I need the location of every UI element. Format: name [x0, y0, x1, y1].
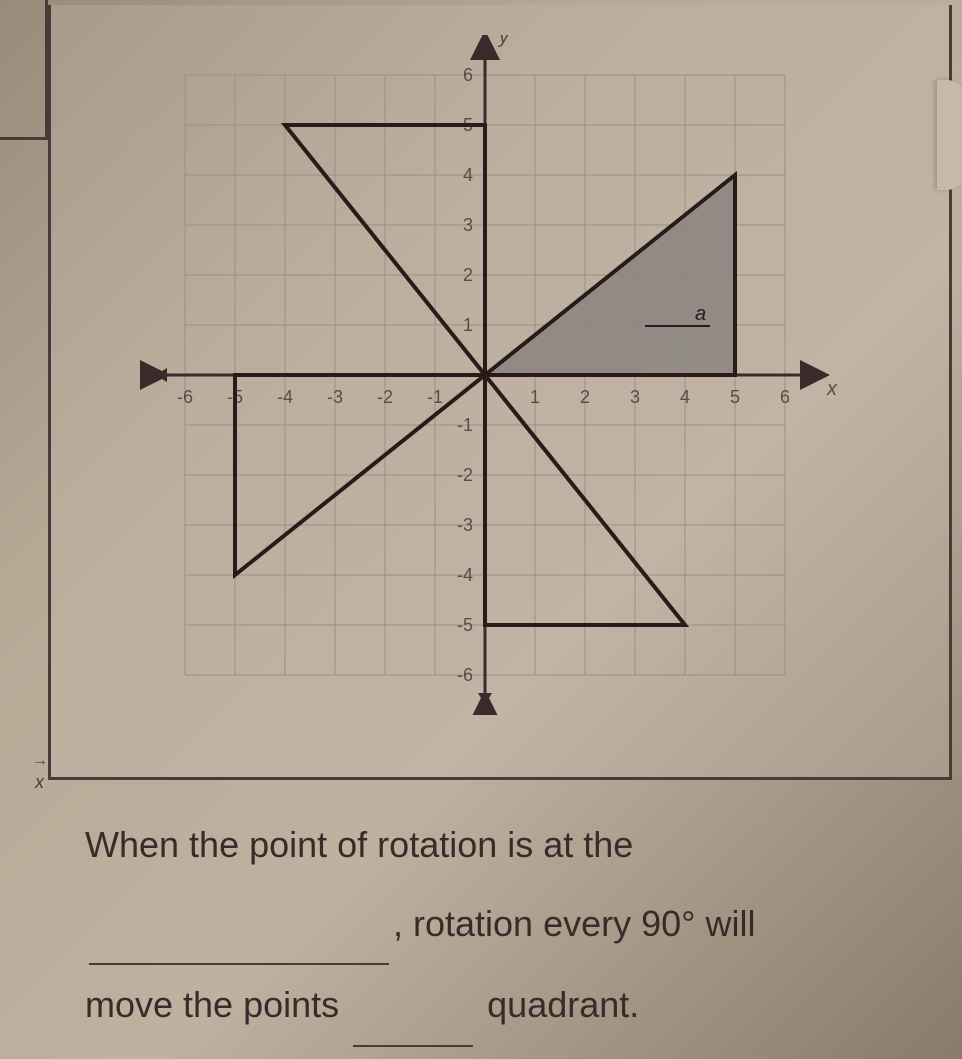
text-line-2: , rotation every 90° will	[85, 884, 922, 965]
text-line-2-after: , rotation every 90° will	[393, 903, 756, 944]
svg-text:-4: -4	[277, 387, 293, 407]
svg-text:6: 6	[463, 65, 473, 85]
svg-text:1: 1	[463, 315, 473, 335]
svg-text:a: a	[695, 303, 706, 325]
svg-text:-4: -4	[457, 565, 473, 585]
text-line-3-after: quadrant.	[477, 984, 639, 1025]
text-line-3: move the points quadrant.	[85, 965, 922, 1046]
svg-text:-2: -2	[377, 387, 393, 407]
svg-text:3: 3	[630, 387, 640, 407]
svg-text:-3: -3	[327, 387, 343, 407]
side-x-label: x	[35, 772, 44, 793]
svg-text:y: y	[497, 35, 510, 48]
svg-text:1: 1	[530, 387, 540, 407]
svg-text:-5: -5	[457, 615, 473, 635]
svg-text:-2: -2	[457, 465, 473, 485]
paper-edge-decoration	[937, 80, 962, 190]
svg-text:3: 3	[463, 215, 473, 235]
svg-text:-6: -6	[177, 387, 193, 407]
svg-text:-6: -6	[457, 665, 473, 685]
svg-text:2: 2	[463, 265, 473, 285]
svg-text:x: x	[826, 378, 838, 400]
svg-text:-1: -1	[427, 387, 443, 407]
blank-2[interactable]	[353, 965, 473, 1046]
svg-text:-3: -3	[457, 515, 473, 535]
svg-text:-1: -1	[457, 415, 473, 435]
svg-text:2: 2	[580, 387, 590, 407]
coordinate-graph: -6-5-4-3-2-1123456-6-5-4-3-2-1123456xy a	[125, 35, 845, 715]
text-line-1: When the point of rotation is at the	[85, 805, 922, 884]
text-line-3-before: move the points	[85, 984, 349, 1025]
side-arrow-icon: →	[32, 752, 48, 770]
left-border-segment	[0, 0, 48, 140]
question-text: When the point of rotation is at the , r…	[85, 805, 922, 1047]
svg-text:5: 5	[730, 387, 740, 407]
page-background: → x -6-5-4-3-2-1123456-6-5-4-3-2-1123456…	[0, 0, 962, 1059]
triangles: a	[235, 125, 735, 625]
svg-text:4: 4	[680, 387, 690, 407]
blank-1[interactable]	[89, 884, 389, 965]
svg-text:4: 4	[463, 165, 473, 185]
graph-svg: -6-5-4-3-2-1123456-6-5-4-3-2-1123456xy a	[125, 35, 845, 715]
svg-text:6: 6	[780, 387, 790, 407]
